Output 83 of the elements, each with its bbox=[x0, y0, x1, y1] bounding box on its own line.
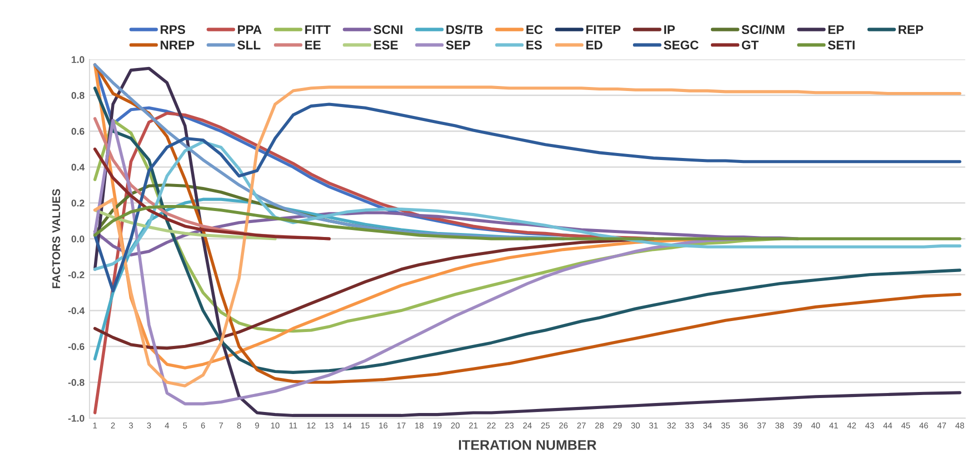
x-tick-label: 11 bbox=[289, 422, 298, 428]
legend-label: EP bbox=[828, 25, 844, 34]
legend-label: GT bbox=[742, 40, 759, 50]
legend-label: REP bbox=[898, 25, 924, 34]
x-tick-label: 13 bbox=[325, 422, 334, 428]
y-tick-label: 0.0 bbox=[72, 236, 84, 242]
x-tick-label: 2 bbox=[111, 422, 115, 428]
legend-label: NREP bbox=[160, 40, 194, 50]
x-tick-label: 15 bbox=[361, 422, 370, 428]
x-tick-label: 8 bbox=[237, 422, 242, 428]
y-tick-label: -0.6 bbox=[68, 343, 84, 350]
x-tick-label: 40 bbox=[811, 422, 820, 428]
x-tick-label: 27 bbox=[577, 422, 586, 428]
x-tick-label: 9 bbox=[255, 422, 260, 428]
x-tick-label: 1 bbox=[93, 422, 97, 428]
legend-label: FITT bbox=[305, 25, 331, 34]
x-tick-label: 14 bbox=[343, 422, 352, 428]
y-tick-label: -0.2 bbox=[68, 271, 84, 278]
x-tick-label: 24 bbox=[523, 422, 532, 428]
x-tick-label: 7 bbox=[219, 422, 223, 428]
legend-label: IP bbox=[664, 25, 675, 34]
y-tick-label: 0.8 bbox=[72, 92, 84, 99]
x-tick-label: 38 bbox=[775, 422, 784, 428]
x-tick-label: 37 bbox=[757, 422, 766, 428]
legend-label: FITEP bbox=[586, 25, 620, 34]
legend-label: DS/TB bbox=[446, 24, 483, 34]
y-tick-label: -0.4 bbox=[68, 307, 85, 314]
legend-label: ES bbox=[526, 40, 542, 50]
x-tick-label: 29 bbox=[613, 422, 622, 428]
x-tick-label: 46 bbox=[919, 422, 928, 428]
x-tick-label: 39 bbox=[793, 422, 802, 428]
x-tick-label: 33 bbox=[685, 422, 694, 428]
x-tick-label: 23 bbox=[505, 422, 514, 428]
x-tick-label: 6 bbox=[201, 422, 205, 428]
x-tick-label: 16 bbox=[379, 422, 388, 428]
x-tick-label: 41 bbox=[829, 422, 838, 428]
x-tick-label: 3 bbox=[146, 422, 151, 428]
x-tick-label: 12 bbox=[307, 422, 316, 428]
legend-label: SEGC bbox=[664, 40, 699, 50]
legend-label: EE bbox=[305, 40, 321, 50]
x-axis-title: ITERATION NUMBER bbox=[458, 440, 596, 450]
x-tick-label: 18 bbox=[415, 422, 424, 428]
x-tick-label: 30 bbox=[631, 422, 640, 428]
x-tick-label: 5 bbox=[183, 422, 187, 428]
x-tick-label: 31 bbox=[649, 422, 658, 428]
x-tick-label: 10 bbox=[271, 422, 280, 428]
y-tick-label: 0.6 bbox=[72, 128, 84, 135]
legend-label: SCI/NM bbox=[742, 24, 784, 34]
x-tick-label: 4 bbox=[164, 422, 170, 428]
x-tick-label: 22 bbox=[487, 422, 496, 428]
y-tick-label: -0.8 bbox=[68, 379, 84, 386]
legend-label: PPA bbox=[238, 25, 262, 34]
x-tick-label: 3 bbox=[128, 422, 133, 428]
x-tick-label: 48 bbox=[955, 422, 964, 428]
x-tick-label: 34 bbox=[703, 422, 712, 428]
legend-label: ESE bbox=[374, 40, 398, 50]
y-tick-label: 0.4 bbox=[72, 164, 85, 171]
legend-label: ED bbox=[586, 40, 602, 50]
y-tick-label: 0.2 bbox=[72, 200, 84, 207]
x-tick-label: 44 bbox=[883, 422, 892, 428]
legend-label: RPS bbox=[160, 25, 186, 34]
x-tick-label: 17 bbox=[397, 422, 406, 428]
x-tick-label: 35 bbox=[721, 422, 730, 428]
y-tick-label: -1.0 bbox=[68, 414, 84, 422]
x-tick-label: 19 bbox=[433, 422, 442, 428]
legend-label: SCNI bbox=[374, 25, 402, 34]
x-tick-label: 21 bbox=[469, 422, 478, 428]
x-tick-label: 42 bbox=[847, 422, 856, 428]
y-axis-title: FACTORS VALUES bbox=[52, 189, 60, 288]
x-tick-label: 36 bbox=[739, 422, 748, 428]
y-tick-label: 1.0 bbox=[72, 56, 84, 64]
x-tick-label: 28 bbox=[595, 422, 604, 428]
x-tick-label: 45 bbox=[901, 422, 910, 428]
legend-label: SLL bbox=[237, 40, 260, 50]
x-tick-label: 26 bbox=[559, 422, 568, 428]
x-tick-label: 25 bbox=[541, 422, 550, 428]
legend-label: SETI bbox=[828, 40, 855, 50]
x-tick-label: 47 bbox=[937, 422, 946, 428]
legend-label: EC bbox=[526, 25, 543, 34]
x-tick-label: 32 bbox=[667, 422, 676, 428]
x-tick-label: 43 bbox=[865, 422, 874, 428]
x-tick-label: 20 bbox=[451, 422, 460, 428]
legend-label: SEP bbox=[446, 40, 470, 50]
